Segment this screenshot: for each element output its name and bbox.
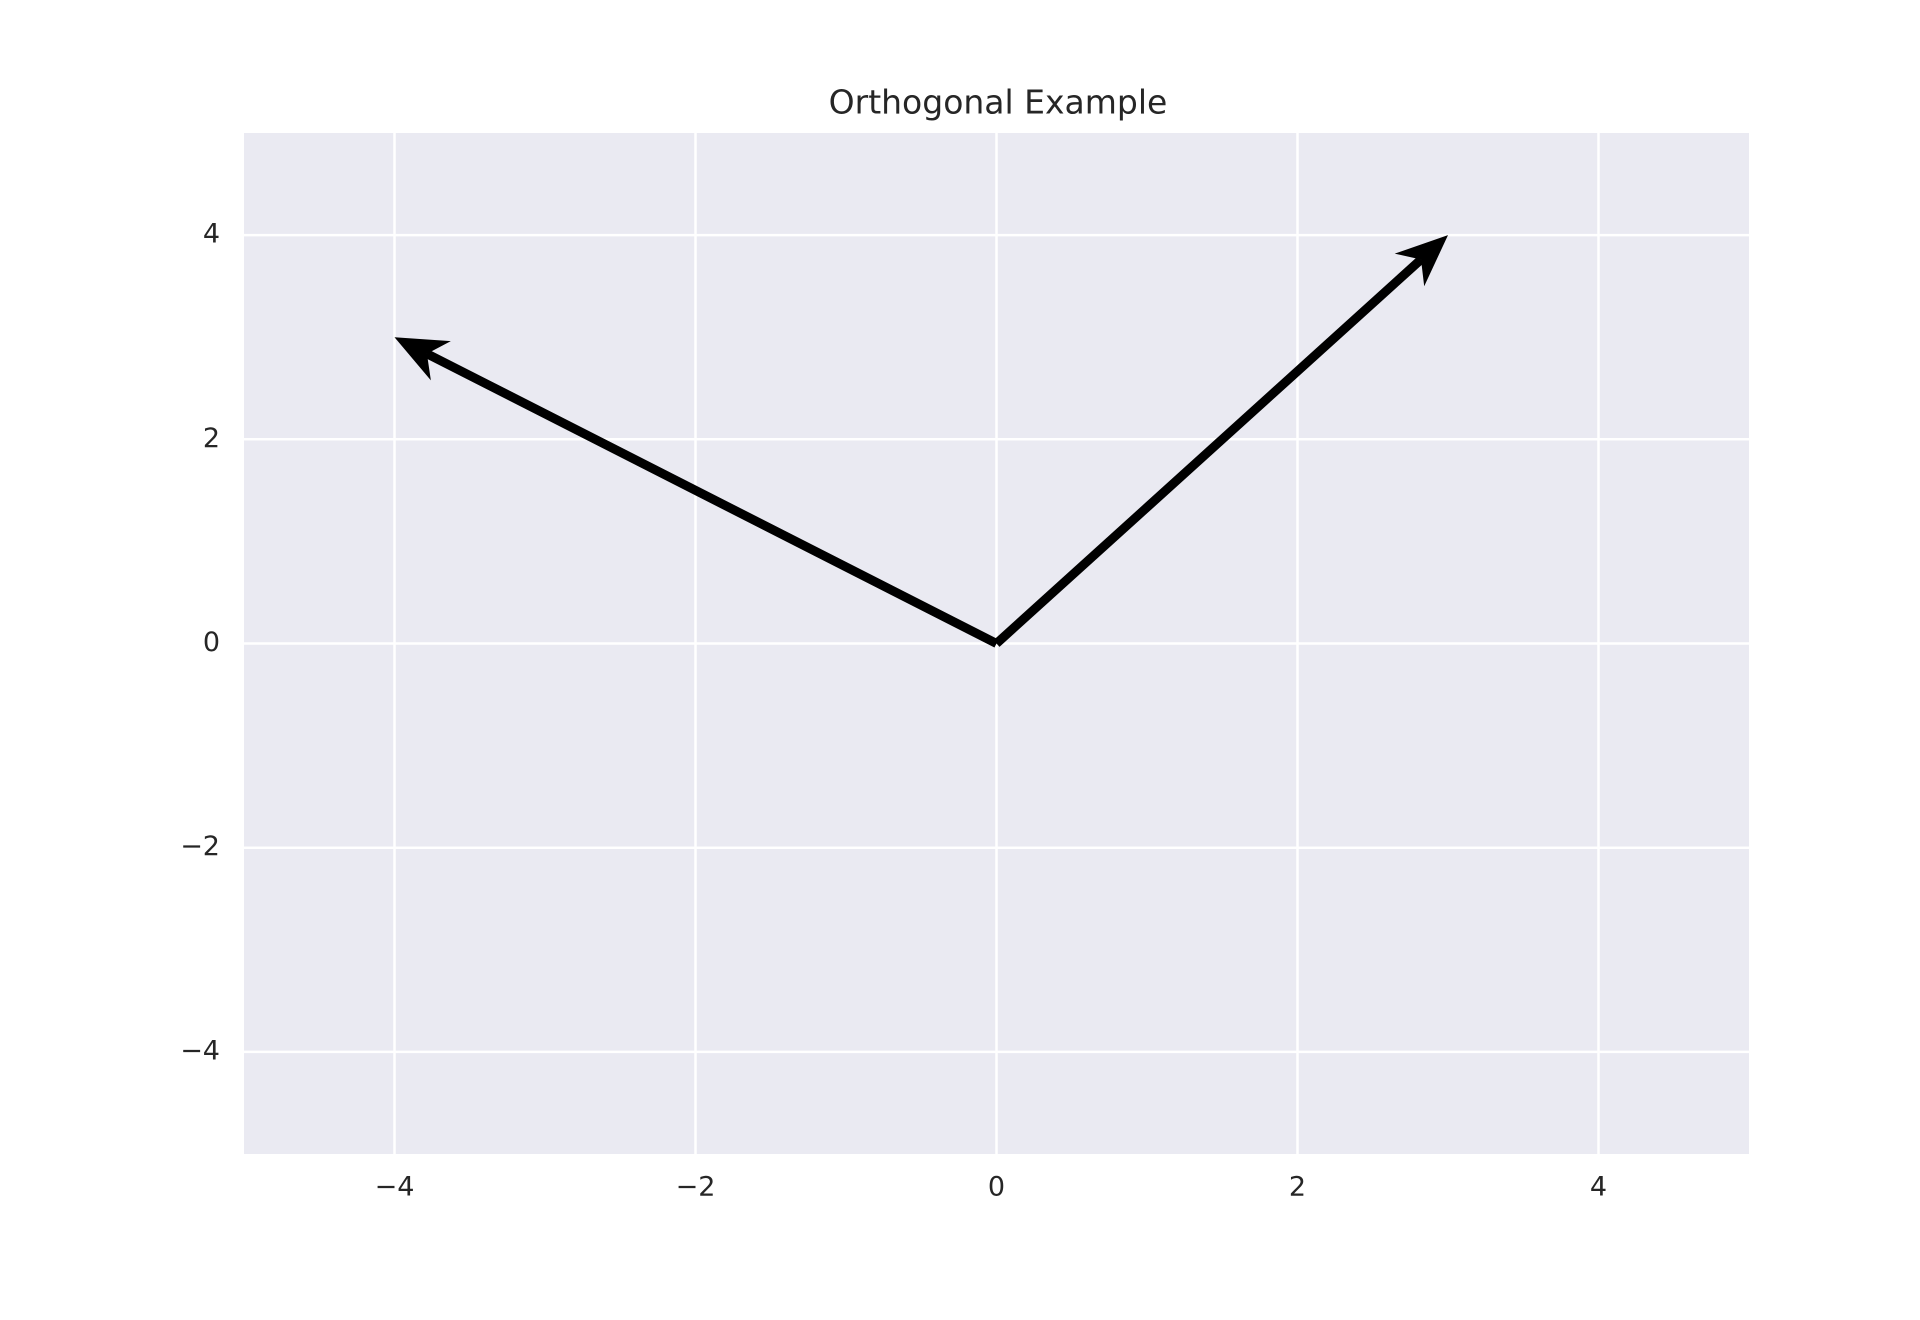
- arrow-shaft: [424, 349, 999, 648]
- x-tick-label: 0: [988, 1172, 1005, 1203]
- y-tick-label: −4: [180, 1035, 220, 1066]
- chart-title: Orthogonal Example: [829, 83, 1168, 122]
- vector-arrow: [993, 235, 1448, 647]
- y-tick-label: −2: [180, 831, 220, 862]
- x-tick-label: 4: [1590, 1172, 1607, 1203]
- vector-arrow: [394, 337, 999, 648]
- arrow-shaft: [993, 256, 1425, 647]
- x-tick-label: −2: [676, 1172, 716, 1203]
- y-tick-label: 4: [203, 219, 220, 250]
- arrow-head: [1394, 235, 1448, 287]
- y-tick-label: 2: [203, 423, 220, 454]
- y-tick-label: 0: [203, 627, 220, 658]
- x-tick-label: 2: [1289, 1172, 1306, 1203]
- x-tick-label: −4: [375, 1172, 415, 1203]
- arrow-head: [394, 337, 451, 381]
